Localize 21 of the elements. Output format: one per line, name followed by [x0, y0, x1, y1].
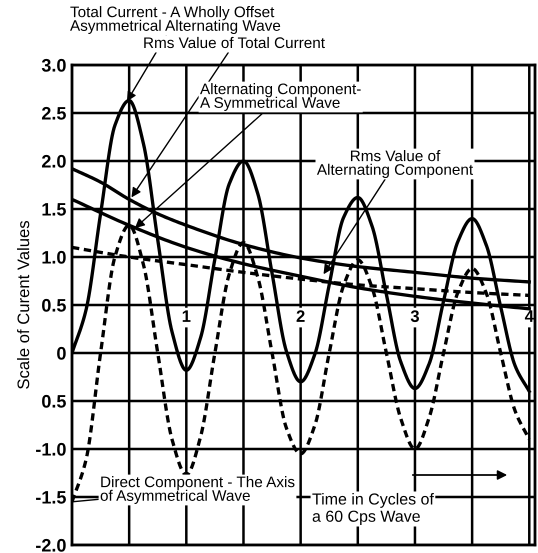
x-tick-label: 2 [296, 310, 305, 322]
y-tick-label: -1.5 [36, 491, 66, 504]
annotation: Alternating Component- A Symmetrical Wave [200, 83, 361, 111]
y-tick-label: 1.0 [42, 250, 66, 264]
x-tick-label: 3 [410, 310, 419, 322]
y-tick-label: 2.0 [42, 154, 66, 168]
x-axis-title: Time in Cycles of a 60 Cps Wave [312, 492, 434, 526]
y-tick-label: 0 [57, 346, 66, 360]
annotation: Direct Component - The Axis of Asymmetrical Wave [100, 476, 294, 504]
y-tick-label: 2.5 [42, 106, 66, 120]
y-tick-label: 1.5 [42, 203, 66, 216]
annotation: Rms Value of Alternating Component [316, 150, 474, 178]
annotation: Total Current - A Wholly Offset Asymmetrical Alternating Wave [70, 6, 280, 34]
x-tick-label: 1 [182, 310, 190, 322]
y-tick-label: 3.0 [42, 58, 66, 72]
y-tick-label: 0.5 [42, 394, 66, 408]
y-axis-title: Scale of Curent Values [17, 220, 30, 389]
annotation: Rms Value of Total Current [144, 36, 325, 48]
y-tick-label: -2.0 [36, 538, 66, 552]
y-tick-label: 0.5 [42, 298, 66, 312]
y-tick-label: -1.0 [36, 442, 66, 456]
